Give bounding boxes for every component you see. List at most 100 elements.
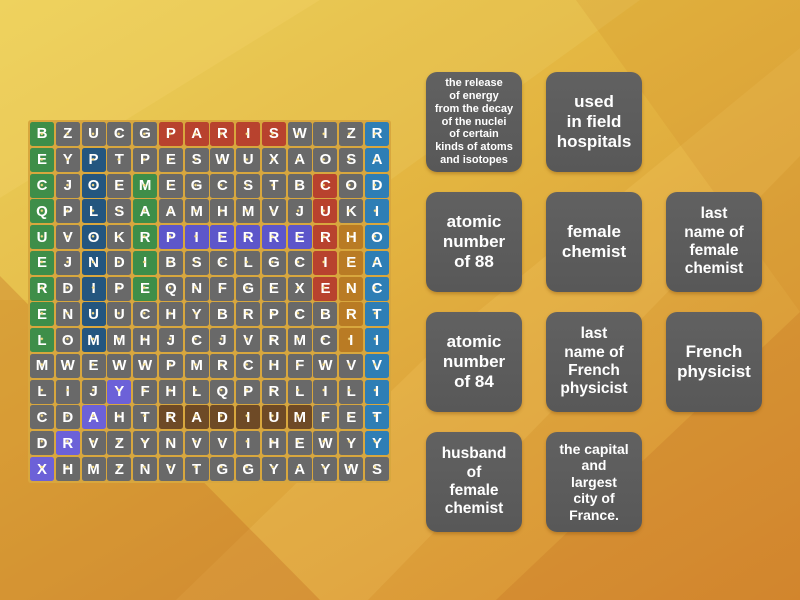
grid-cell[interactable]: X: [261, 147, 286, 172]
grid-cell[interactable]: W: [107, 353, 132, 378]
grid-cell[interactable]: G: [210, 457, 235, 481]
grid-cell[interactable]: R: [365, 122, 389, 146]
grid-cell[interactable]: M: [287, 328, 312, 353]
grid-cell[interactable]: C: [107, 122, 132, 146]
grid-cell[interactable]: S: [339, 147, 364, 172]
grid-cell[interactable]: A: [133, 199, 158, 224]
grid-cell[interactable]: N: [55, 302, 80, 327]
grid-cell[interactable]: B: [210, 302, 235, 327]
grid-cell[interactable]: U: [313, 199, 338, 224]
grid-cell[interactable]: Q: [210, 379, 235, 404]
grid-cell[interactable]: L: [30, 328, 54, 353]
grid-cell[interactable]: V: [55, 225, 80, 250]
grid-cell[interactable]: F: [287, 353, 312, 378]
grid-cell[interactable]: R: [261, 225, 286, 250]
grid-cell[interactable]: D: [55, 405, 80, 430]
grid-cell[interactable]: U: [30, 225, 54, 250]
grid-cell[interactable]: W: [210, 147, 235, 172]
grid-cell[interactable]: I: [365, 328, 389, 353]
grid-cell[interactable]: E: [30, 250, 54, 275]
grid-cell[interactable]: H: [339, 225, 364, 250]
grid-cell[interactable]: P: [133, 147, 158, 172]
grid-cell[interactable]: H: [133, 328, 158, 353]
grid-cell[interactable]: M: [133, 173, 158, 198]
grid-cell[interactable]: I: [339, 328, 364, 353]
grid-cell[interactable]: J: [158, 328, 183, 353]
clue-card-xray[interactable]: used in field hospitals: [546, 72, 642, 172]
grid-cell[interactable]: I: [55, 379, 80, 404]
grid-cell[interactable]: R: [261, 379, 286, 404]
grid-cell[interactable]: Q: [158, 276, 183, 301]
clue-card-atomic-84[interactable]: atomic number of 84: [426, 312, 522, 412]
grid-cell[interactable]: P: [236, 379, 261, 404]
grid-cell[interactable]: I: [365, 379, 389, 404]
grid-cell[interactable]: V: [261, 199, 286, 224]
grid-cell[interactable]: Y: [339, 431, 364, 456]
grid-cell[interactable]: C: [313, 173, 338, 198]
grid-cell[interactable]: Y: [55, 147, 80, 172]
clue-card-female-chemist[interactable]: female chemist: [546, 192, 642, 292]
clue-card-lastname-female-chemist[interactable]: last name of female chemist: [666, 192, 762, 292]
grid-cell[interactable]: P: [158, 353, 183, 378]
grid-cell[interactable]: D: [107, 250, 132, 275]
grid-cell[interactable]: C: [210, 250, 235, 275]
grid-cell[interactable]: F: [313, 405, 338, 430]
grid-cell[interactable]: W: [313, 431, 338, 456]
grid-cell[interactable]: C: [210, 173, 235, 198]
grid-cell[interactable]: E: [107, 173, 132, 198]
grid-cell[interactable]: E: [287, 225, 312, 250]
grid-cell[interactable]: A: [184, 122, 209, 146]
grid-cell[interactable]: U: [107, 302, 132, 327]
grid-cell[interactable]: W: [133, 353, 158, 378]
clue-card-lastname-french-physicist[interactable]: last name of French physicist: [546, 312, 642, 412]
grid-cell[interactable]: X: [30, 457, 54, 481]
grid-cell[interactable]: Y: [261, 457, 286, 481]
grid-cell[interactable]: Y: [107, 379, 132, 404]
grid-cell[interactable]: N: [81, 250, 106, 275]
grid-cell[interactable]: T: [133, 405, 158, 430]
grid-cell[interactable]: S: [236, 173, 261, 198]
grid-cell[interactable]: D: [365, 173, 389, 198]
grid-cell[interactable]: P: [158, 122, 183, 146]
grid-cell[interactable]: R: [236, 225, 261, 250]
grid-cell[interactable]: E: [30, 302, 54, 327]
grid-cell[interactable]: R: [210, 122, 235, 146]
grid-cell[interactable]: A: [158, 199, 183, 224]
grid-cell[interactable]: H: [55, 457, 80, 481]
grid-cell[interactable]: I: [236, 122, 261, 146]
grid-cell[interactable]: W: [287, 122, 312, 146]
grid-cell[interactable]: C: [236, 353, 261, 378]
grid-cell[interactable]: R: [30, 276, 54, 301]
grid-cell[interactable]: P: [158, 225, 183, 250]
grid-cell[interactable]: Z: [55, 122, 80, 146]
grid-cell[interactable]: C: [287, 250, 312, 275]
grid-cell[interactable]: F: [133, 379, 158, 404]
grid-cell[interactable]: A: [365, 250, 389, 275]
grid-cell[interactable]: M: [287, 405, 312, 430]
grid-cell[interactable]: Y: [133, 431, 158, 456]
grid-cell[interactable]: L: [236, 250, 261, 275]
grid-cell[interactable]: P: [81, 147, 106, 172]
grid-cell[interactable]: R: [210, 353, 235, 378]
grid-cell[interactable]: R: [313, 225, 338, 250]
grid-cell[interactable]: H: [261, 353, 286, 378]
grid-cell[interactable]: J: [287, 199, 312, 224]
grid-cell[interactable]: M: [184, 353, 209, 378]
grid-cell[interactable]: E: [261, 276, 286, 301]
grid-cell[interactable]: G: [184, 173, 209, 198]
grid-cell[interactable]: H: [261, 431, 286, 456]
grid-cell[interactable]: U: [81, 302, 106, 327]
grid-cell[interactable]: C: [365, 276, 389, 301]
grid-cell[interactable]: X: [287, 276, 312, 301]
grid-cell[interactable]: U: [261, 405, 286, 430]
grid-cell[interactable]: T: [365, 302, 389, 327]
grid-cell[interactable]: L: [81, 199, 106, 224]
grid-cell[interactable]: K: [107, 225, 132, 250]
grid-cell[interactable]: E: [339, 250, 364, 275]
grid-cell[interactable]: W: [339, 457, 364, 481]
grid-cell[interactable]: E: [158, 173, 183, 198]
grid-cell[interactable]: D: [210, 405, 235, 430]
grid-cell[interactable]: O: [55, 328, 80, 353]
grid-cell[interactable]: Z: [107, 431, 132, 456]
